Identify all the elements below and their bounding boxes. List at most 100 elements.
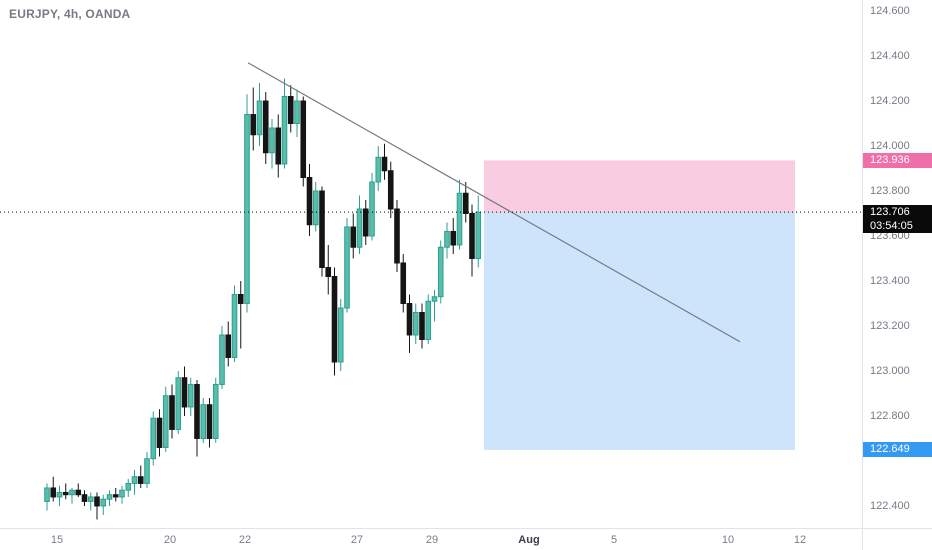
candle-body [144,458,150,484]
countdown-timer: 03:54:05 [863,219,932,234]
price-axis-label: 123.000 [870,364,910,377]
price-axis-label: 123.800 [870,184,910,197]
candle-body [287,96,294,125]
time-axis-label: 10 [721,534,735,546]
candle-body [269,127,275,154]
candle-body [87,496,94,502]
time-axis-label: 12 [793,534,807,546]
candle-body [219,334,225,385]
candle-body [325,266,332,277]
candle-body [194,383,200,439]
candle-body [306,176,313,226]
target-price-value: 122.649 [870,443,910,456]
time-axis-label: 29 [425,534,439,546]
candle-body [169,395,175,430]
candlestick-chart[interactable] [0,0,862,528]
candle-body [262,100,269,154]
axis-corner [862,528,932,550]
symbol-legend[interactable]: EURJPY, 4h, OANDA [9,7,131,21]
time-axis-label: 5 [610,534,618,546]
candle-body [375,156,382,183]
candle-body [81,494,88,502]
time-axis-label: 20 [163,534,177,546]
stop-price-value: 123.936 [870,153,910,166]
price-axis-label: 123.200 [870,319,910,332]
candle-body [394,208,400,264]
candle-body [344,226,350,309]
candle-body [187,383,194,408]
candle-body [331,275,338,363]
candle-body [412,311,419,336]
candle-body [200,404,207,439]
time-axis[interactable]: 15 20 22 27 29 Aug 5 10 12 [0,528,862,550]
price-axis[interactable]: 123.936 123.706 03:54:05 122.649 124.600… [862,0,932,528]
candle-body [319,190,325,268]
candle-body [256,100,263,136]
candle-body [400,262,407,304]
price-axis-label: 123.400 [870,274,910,287]
price-axis-label: 124.200 [870,95,910,107]
candle-body [369,181,375,237]
candle-body [406,302,413,336]
time-axis-label: 27 [350,534,364,546]
candle-body [225,334,232,358]
candle-body [119,489,125,498]
price-axis-label: 122.400 [870,499,910,512]
time-axis-label: Aug [518,534,540,546]
candle-body [131,476,138,484]
trendline[interactable] [247,62,741,343]
candle-body [69,489,75,496]
candle-body [337,307,344,363]
candle-body [212,383,219,439]
candle-body [231,293,238,358]
candle-body [456,192,463,246]
candle-body [162,395,169,448]
candle-body [469,212,475,259]
current-price-value: 123.706 [863,205,932,220]
candle-body [444,230,450,248]
candle-body [419,311,425,340]
candle-body [381,156,388,172]
candle-body [431,296,438,302]
candle-body [62,491,69,496]
price-axis-label: 124.000 [870,140,910,152]
candles-series [44,78,482,520]
time-axis-label: 22 [238,534,252,546]
candle-body [294,100,300,125]
candle-body [244,114,250,304]
candle-body [425,300,432,340]
candle-body [206,404,213,439]
candle-body [94,496,100,507]
candle-body [475,211,482,259]
candle-body [275,127,282,165]
candle-body [100,498,107,507]
current-price-tag: 123.706 03:54:05 [863,205,932,234]
candle-body [106,494,113,500]
candle-body [44,487,50,502]
candle-body [250,114,257,136]
candle-body [450,230,457,246]
risk-zone[interactable] [484,160,795,213]
time-axis-label: 15 [50,534,64,546]
candle-body [281,96,288,165]
candle-body [50,487,57,498]
candle-body [300,100,307,178]
candle-body [237,293,244,304]
price-axis-label: 122.800 [870,409,910,422]
candle-body [125,482,132,491]
price-axis-label: 124.400 [870,50,910,63]
candle-body [362,208,369,237]
price-axis-label: 124.600 [870,5,910,18]
candle-body [312,190,319,226]
candle-body [181,377,188,408]
candle-body [156,417,163,448]
stop-price-tag: 123.936 [863,152,932,168]
candle-body [112,494,119,498]
candle-body [462,192,469,214]
reward-zone[interactable] [484,212,795,450]
candle-body [150,417,157,460]
chart-pane[interactable] [0,0,862,528]
candle-body [56,491,63,498]
candle-body [356,208,363,248]
